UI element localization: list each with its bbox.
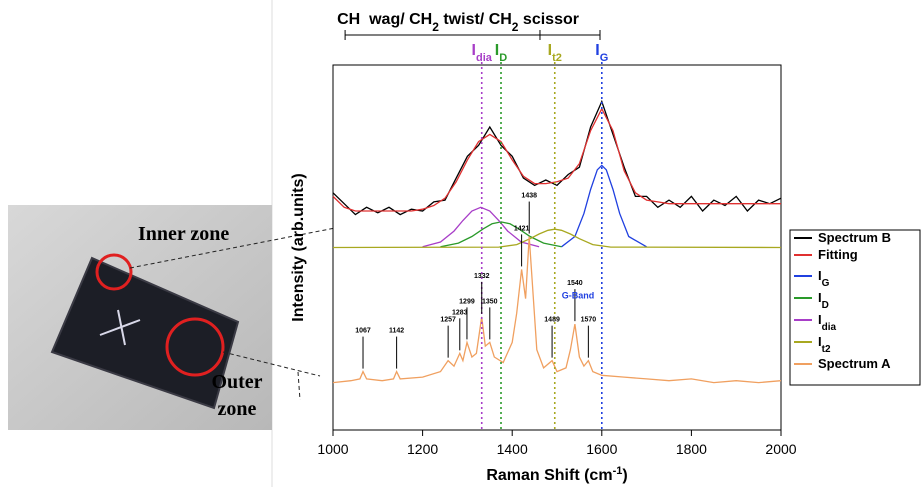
marker-label: IG [595, 42, 608, 64]
legend-label: Fitting [818, 247, 858, 262]
legend-label: ID [818, 290, 829, 311]
peak-label: 1283 [452, 309, 468, 316]
peak-label: 1540 [567, 280, 583, 287]
peak-label: 1570 [581, 317, 597, 324]
x-axis-label: Raman Shift (cm-1) [486, 465, 627, 484]
sample [50, 256, 240, 410]
legend-label-sub: t2 [822, 344, 831, 355]
x-tick-label: 1000 [317, 441, 348, 457]
bracket-label-part: scissor [518, 11, 578, 28]
bracket-label: CH wag/ CH2 twist/ CH2 scissor [337, 11, 579, 34]
marker-label: ID [495, 42, 507, 64]
x-axis-label-part: -1 [613, 465, 623, 477]
legend-label: IG [818, 268, 830, 289]
peak-label: 1438 [521, 193, 537, 200]
x-tick-label: 1800 [676, 441, 707, 457]
outer-label: zone [218, 398, 257, 420]
peak-label: 1299 [459, 298, 475, 305]
legend-label: It2 [818, 334, 831, 355]
inner-circle [95, 253, 133, 291]
y-axis-label: Intensity (arb.units) [290, 173, 307, 321]
x-tick-label: 1400 [497, 441, 528, 457]
marker-label-sub: G [600, 52, 609, 64]
scratch [99, 309, 141, 346]
legend-box [789, 229, 921, 386]
outer-circle [165, 317, 225, 377]
series-line [332, 236, 782, 384]
marker-label-main: I [595, 42, 599, 59]
peak-label: 1257 [440, 317, 456, 324]
series-line [561, 164, 647, 248]
peak-label: 1421 [514, 225, 530, 232]
x-tick-label: 2000 [765, 441, 796, 457]
peak-label: 1332 [474, 273, 490, 280]
legend-label-sub: dia [822, 322, 837, 333]
series-line [422, 206, 540, 248]
legend-label-main: I [818, 312, 822, 327]
marker-label-sub: dia [476, 52, 493, 64]
marker-label-main: I [472, 42, 476, 59]
marker-label-sub: D [499, 52, 507, 64]
bracket-label-part: 2 [432, 20, 439, 34]
bracket-label-part: 2 [512, 20, 519, 34]
peak-label: 1489 [544, 317, 560, 324]
marker-label: Idia [472, 42, 493, 64]
x-axis-label-part: ) [622, 467, 627, 484]
legend-label-main: I [818, 290, 822, 305]
marker-label-main: I [548, 42, 552, 59]
legend-label-sub: D [822, 300, 829, 311]
legend-label: Idia [818, 312, 837, 333]
peak-label: 1142 [389, 328, 404, 335]
legend-label-main: I [818, 334, 822, 349]
marker-label-main: I [495, 42, 499, 59]
legend-label-main: I [818, 268, 822, 283]
legend-label: Spectrum B [818, 230, 891, 245]
connector [222, 351, 321, 377]
bracket-label-part: twist/ CH [439, 11, 512, 28]
series-line [332, 228, 782, 249]
legend-label-main: Spectrum B [818, 230, 891, 245]
marker-label: It2 [548, 42, 562, 64]
legend-label-main: Spectrum A [818, 356, 891, 371]
x-tick-label: 1200 [407, 441, 438, 457]
photo: Inner zone Outer zone [8, 205, 336, 430]
peak-label: 1350 [482, 298, 498, 305]
bracket-label-part: CH wag/ CH [337, 11, 432, 28]
x-axis-label-part: Raman Shift (cm [486, 467, 612, 484]
peak-label: 1067 [355, 328, 371, 335]
chart: 1000 1200 1400 1600 1800 2000 Raman Shift (cm-… [290, 11, 921, 484]
series-line [332, 99, 782, 216]
series-line [440, 221, 562, 248]
outer-label: Outer [211, 371, 262, 393]
legend-label: Spectrum A [818, 356, 891, 371]
series-line [332, 107, 781, 212]
connector [297, 371, 301, 401]
annotation: G-Band [562, 291, 595, 301]
inner-label: Inner zone [138, 223, 229, 245]
marker-label-sub: t2 [552, 52, 562, 64]
x-tick-label: 1600 [586, 441, 617, 457]
legend-label-main: Fitting [818, 247, 858, 262]
legend-label-sub: G [822, 278, 830, 289]
